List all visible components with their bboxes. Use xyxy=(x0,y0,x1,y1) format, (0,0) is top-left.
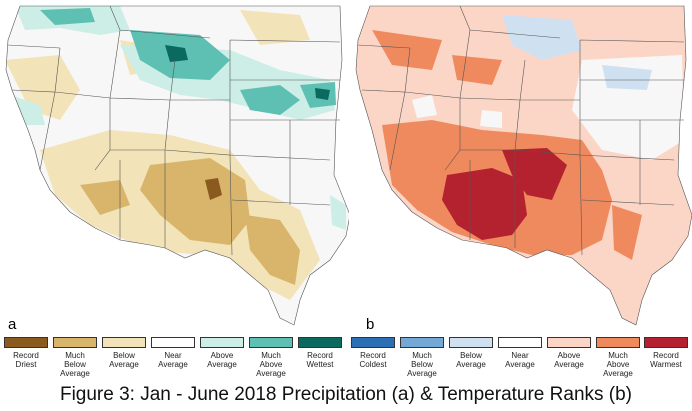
record-wettest-region xyxy=(165,45,330,100)
legend-label: Record Wettest xyxy=(306,351,334,369)
legend-swatch xyxy=(151,337,195,348)
legend-item-record-driest: Record Driest xyxy=(4,337,48,369)
legend-item-record-coldest: Record Coldest xyxy=(351,337,395,369)
legend-item-record-wettest: Record Wettest xyxy=(298,337,342,369)
legend-swatch xyxy=(644,337,688,348)
below-average-region xyxy=(502,15,652,90)
record-driest-region xyxy=(205,178,222,200)
figure-caption: Figure 3: Jan - June 2018 Precipitation … xyxy=(59,384,633,405)
legend-label: Below Average xyxy=(456,351,486,369)
temperature-rank-map xyxy=(355,5,692,326)
legend-item-much-above-average: Much Above Average xyxy=(249,337,293,378)
precipitation-rank-map xyxy=(5,5,349,326)
legend-swatch xyxy=(298,337,342,348)
legend-label: Near Average xyxy=(158,351,188,369)
legend-label: Below Average xyxy=(109,351,139,369)
state-boundaries xyxy=(355,5,692,326)
legend-swatch xyxy=(53,337,97,348)
legend-label: Above Average xyxy=(554,351,584,369)
legend-label: Much Below Average xyxy=(60,351,90,378)
legend-swatch xyxy=(547,337,591,348)
legend-item-below-average: Below Average xyxy=(102,337,146,369)
legend-label: Record Driest xyxy=(13,351,39,369)
legend-swatch xyxy=(596,337,640,348)
legend-swatch xyxy=(200,337,244,348)
legend-label: Much Above Average xyxy=(256,351,286,378)
legend-swatch xyxy=(498,337,542,348)
legend-label: Record Warmest xyxy=(650,351,682,369)
legend-label: Much Above Average xyxy=(603,351,633,378)
legend-item-record-warmest: Record Warmest xyxy=(644,337,688,369)
legend-swatch xyxy=(449,337,493,348)
state-boundaries xyxy=(5,5,349,326)
legend-item-much-below-average: Much Below Average xyxy=(400,337,444,378)
legend-item-above-average: Above Average xyxy=(200,337,244,369)
legend-item-above-average: Above Average xyxy=(547,337,591,369)
legend-item-below-average: Below Average xyxy=(449,337,493,369)
legend-item-much-above-average: Much Above Average xyxy=(596,337,640,378)
much-below-average-region xyxy=(80,158,300,285)
much-above-average-region xyxy=(372,30,642,260)
much-above-average-region xyxy=(40,8,336,115)
legend-swatch xyxy=(102,337,146,348)
panel-label-a: a xyxy=(8,316,17,333)
legend-item-near-average: Near Average xyxy=(498,337,542,369)
legend-swatch xyxy=(249,337,293,348)
legend-label: Above Average xyxy=(207,351,237,369)
legend-label: Record Coldest xyxy=(359,351,387,369)
legend-label: Much Below Average xyxy=(407,351,437,378)
legend-swatch xyxy=(400,337,444,348)
legend-swatch xyxy=(351,337,395,348)
record-warmest-region xyxy=(442,148,567,240)
legend-swatch xyxy=(4,337,48,348)
panel-label-b: b xyxy=(366,316,375,333)
legend-item-much-below-average: Much Below Average xyxy=(53,337,97,378)
legend-item-near-average: Near Average xyxy=(151,337,195,369)
legend-label: Near Average xyxy=(505,351,535,369)
